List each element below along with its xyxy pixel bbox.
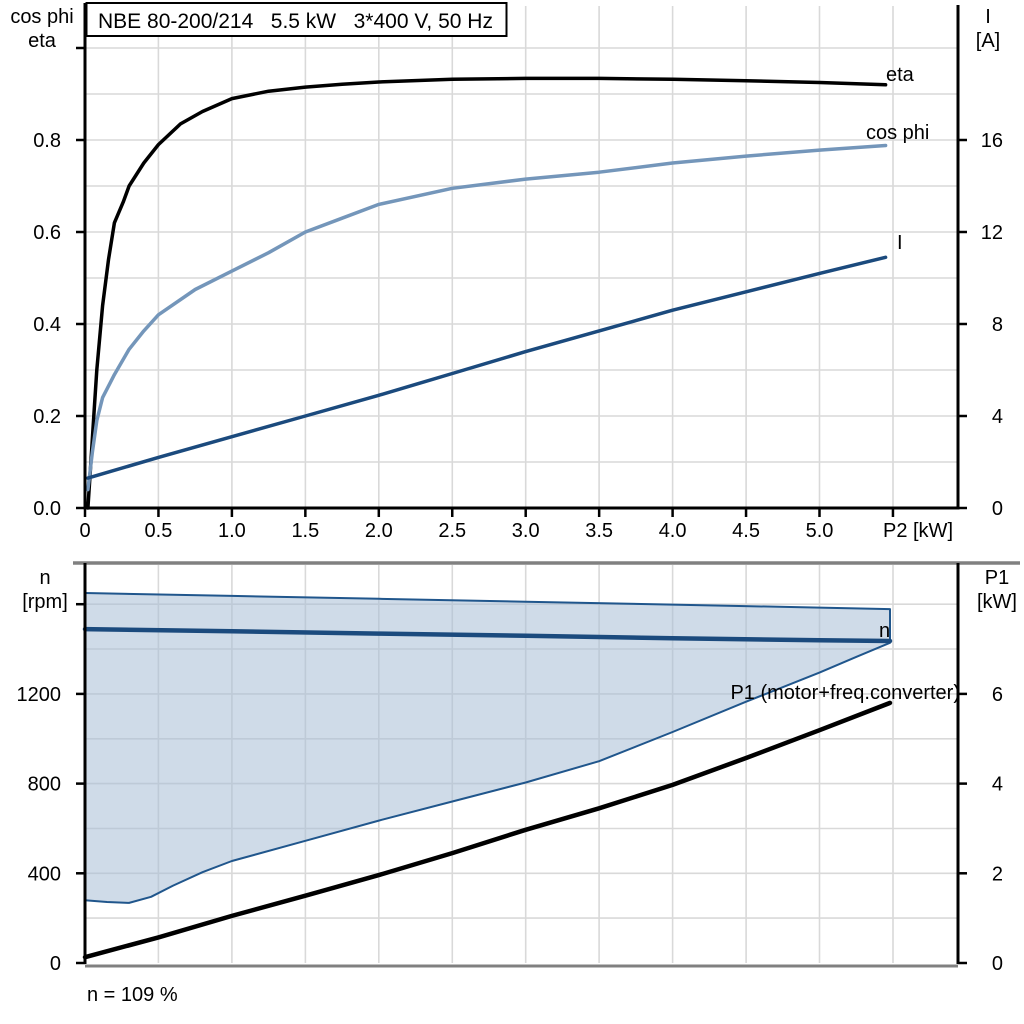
tick-label-right: 4 — [992, 406, 1003, 428]
tick-label-x: 4.5 — [732, 520, 760, 542]
tick-label-right: 8 — [992, 314, 1003, 336]
eta-curve-label: eta — [886, 64, 915, 86]
tick-label-left: 0.8 — [33, 130, 61, 152]
bottom-left-axis-title-line2: [rpm] — [22, 591, 68, 613]
tick-label-right: 6 — [992, 684, 1003, 706]
speed-envelope-group — [84, 592, 891, 904]
top-left-axis-title-line2: eta — [28, 30, 57, 52]
tick-label-right: 0 — [992, 498, 1003, 520]
speed-curve-label: n — [879, 620, 890, 642]
top-right-axis-title-line2: [A] — [976, 30, 1000, 52]
eta-curve — [86, 76, 888, 510]
bottom-right-axis-title-line2: [kW] — [977, 591, 1017, 613]
bottom-axes — [73, 561, 1020, 968]
bottom-curves — [82, 626, 893, 960]
p1-curve — [82, 700, 893, 960]
tick-label-x: 2.5 — [438, 520, 466, 542]
tick-label-left: 0.6 — [33, 222, 61, 244]
speed-curve — [82, 626, 893, 644]
top-tick-labels: 0.0 0.2 0.4 0.6 0.8 0 4 8 12 16 0 0.5 1.0 1.5 2.0 2.5 3.… — [33, 130, 1003, 542]
current-curve — [86, 255, 888, 480]
tick-label-left: 400 — [28, 863, 61, 885]
top-grid — [85, 6, 958, 508]
tick-label-x: 0 — [79, 520, 90, 542]
tick-label-left: 0 — [50, 953, 61, 975]
tick-label-x: 5.0 — [806, 520, 834, 542]
tick-label-x: 3.0 — [512, 520, 540, 542]
chart-title-box — [85, 2, 508, 37]
tick-label-left: 1200 — [17, 684, 62, 706]
bottom-tick-labels: 0 400 800 1200 0 2 4 6 — [17, 684, 1004, 975]
tick-label-right: 0 — [992, 953, 1003, 975]
tick-label-x: 4.0 — [659, 520, 687, 542]
speed-note: n = 109 % — [87, 984, 178, 1006]
top-left-axis-title-line1: cos phi — [10, 6, 73, 28]
cos-phi-curve-label: cos phi — [866, 122, 929, 144]
tick-label-left: 0.0 — [33, 498, 61, 520]
tick-label-right: 16 — [981, 130, 1003, 152]
tick-label-x: 3.5 — [585, 520, 613, 542]
tick-label-left: 800 — [28, 774, 61, 796]
bottom-left-axis-title-line1: n — [39, 567, 50, 589]
top-x-axis-title: P2 [kW] — [883, 520, 953, 542]
current-curve-label: I — [897, 232, 903, 254]
tick-label-left: 0.4 — [33, 314, 61, 336]
bottom-right-axis-title-line1: P1 — [985, 567, 1009, 589]
tick-label-x: 1.5 — [291, 520, 319, 542]
tick-label-right: 12 — [981, 222, 1003, 244]
tick-label-right: 4 — [992, 774, 1003, 796]
chart-title: NBE 80-200/214 5.5 kW 3*400 V, 50 Hz — [98, 10, 493, 33]
tick-label-x: 0.5 — [145, 520, 173, 542]
speed-envelope-border — [84, 592, 891, 904]
tick-label-right: 2 — [992, 863, 1003, 885]
tick-label-x: 2.0 — [365, 520, 393, 542]
tick-label-left: 0.2 — [33, 406, 61, 428]
top-chart: 0.0 0.2 0.4 0.6 0.8 0 4 8 12 16 0 0.5 1.0 1.5 2.0 2.5 3.… — [10, 2, 1003, 542]
cos-phi-curve — [86, 143, 888, 492]
tick-label-x: 1.0 — [218, 520, 246, 542]
speed-envelope-fill — [85, 593, 890, 903]
top-right-axis-title-line1: I — [985, 6, 991, 28]
top-axes — [76, 3, 967, 517]
p1-curve-label: P1 (motor+freq.converter) — [730, 682, 960, 704]
top-curves — [86, 76, 888, 510]
bottom-chart: 0 400 800 1200 0 2 4 6 n [rpm] P1 [kW] n P1 (mo… — [17, 561, 1020, 1006]
